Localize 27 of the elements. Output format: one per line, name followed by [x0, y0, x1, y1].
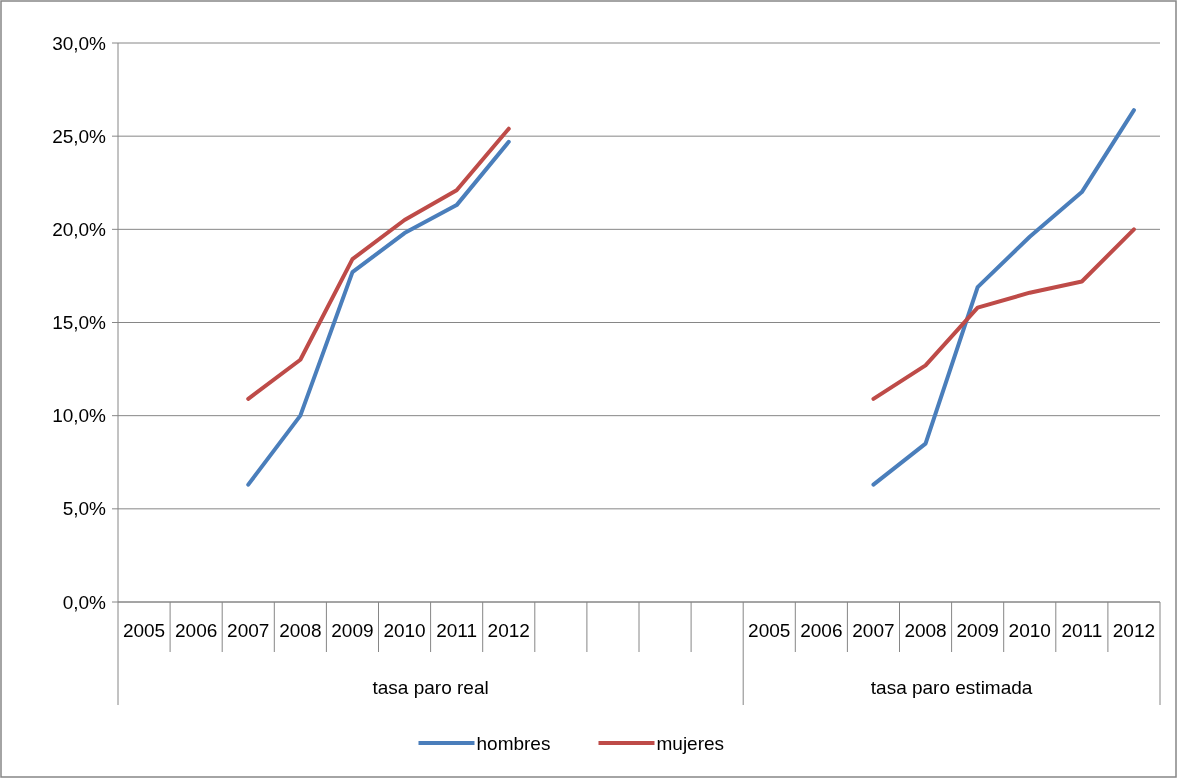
x-tick-label: 2006	[800, 620, 843, 641]
x-tick-label: 2009	[331, 620, 374, 641]
y-tick-label: 25,0%	[52, 125, 107, 147]
y-tick-label: 5,0%	[62, 498, 107, 520]
x-tick-label: 2010	[1008, 620, 1051, 641]
x-tick-label: 2011	[1061, 620, 1103, 641]
text: tasa paro real	[372, 677, 489, 698]
y-tick-label: 10,0%	[52, 405, 107, 427]
x-tick-label: 2009	[956, 620, 999, 641]
text: tasa paro estimada	[870, 677, 1033, 698]
x-tick-label: 2006	[175, 620, 218, 641]
x-tick-label: 2007	[227, 620, 270, 641]
x-tick-label: 2007	[852, 620, 895, 641]
x-tick-label: 2012	[1112, 620, 1156, 641]
legend-label: mujeres	[656, 732, 725, 754]
x-tick-label: 2010	[383, 620, 426, 641]
y-tick-label: 15,0%	[52, 312, 107, 334]
x-tick-label: 2008	[279, 620, 322, 641]
x-tick-label: 2012	[487, 620, 530, 641]
y-tick-label: 0,0%	[62, 591, 107, 613]
y-tick-label: 20,0%	[52, 218, 107, 240]
legend-label: hombres	[476, 732, 551, 754]
x-tick-label: 2005	[122, 620, 166, 641]
x-tick-label: 2011	[436, 620, 478, 641]
y-tick-label: 30,0%	[52, 32, 107, 54]
x-tick-label: 2005	[748, 620, 791, 641]
x-tick-label: 2008	[904, 620, 947, 641]
